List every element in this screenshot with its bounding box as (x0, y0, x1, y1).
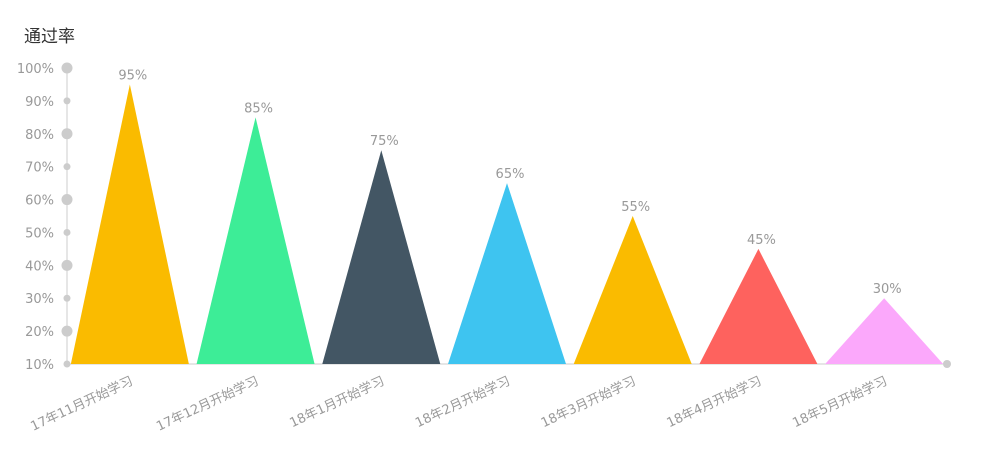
y-tick-dot (63, 163, 71, 171)
y-tick-label: 90% (25, 95, 54, 110)
y-tick-dot (63, 294, 71, 302)
x-tick-label: 18年4月开始学习 (664, 373, 764, 431)
data-label: 75% (370, 134, 399, 149)
triangle-bar (573, 216, 692, 364)
data-label: 65% (496, 167, 525, 182)
data-label: 95% (118, 68, 147, 83)
y-tick-label: 60% (25, 194, 54, 209)
y-tick-label: 20% (25, 325, 54, 340)
chart-title: 通过率 (24, 27, 75, 47)
y-tick-label: 30% (25, 292, 54, 307)
y-tick-label: 80% (25, 128, 54, 143)
triangle-bar (322, 150, 441, 364)
x-tick-label: 18年2月开始学习 (413, 373, 513, 431)
triangle-bar (196, 117, 315, 364)
x-tick-label: 17年12月开始学习 (154, 373, 261, 434)
triangle-bar (70, 84, 189, 364)
y-tick-dot (63, 228, 71, 236)
y-tick-dot (63, 97, 71, 105)
triangle-bar (699, 248, 818, 364)
y-tick-dot (61, 325, 73, 337)
chart-marks (70, 84, 944, 364)
y-tick-label: 70% (25, 161, 54, 176)
x-tick-label: 17年11月开始学习 (28, 373, 135, 434)
y-tick-dot (61, 62, 73, 74)
triangle-bar (825, 298, 944, 364)
x-tick-label: 18年3月开始学习 (538, 373, 638, 431)
y-tick-label: 40% (25, 259, 54, 274)
x-tick-label: 18年1月开始学习 (287, 373, 387, 431)
x-tick-label: 18年5月开始学习 (790, 373, 890, 431)
y-axis: 10% 20% 30% 40% 50% 60% 70% 80% 90% 100% (17, 62, 73, 373)
y-tick-dot (61, 259, 73, 271)
y-tick-label: 100% (17, 62, 54, 77)
data-label: 30% (873, 282, 902, 297)
y-tick-label: 10% (25, 358, 54, 373)
y-tick-dot (61, 194, 73, 206)
y-tick-dot (61, 128, 73, 140)
data-label: 45% (747, 233, 776, 248)
x-axis-end-dot (943, 360, 951, 368)
triangle-bar (448, 183, 566, 364)
y-tick-label: 50% (25, 226, 54, 241)
data-label: 85% (244, 101, 273, 116)
data-label: 55% (621, 200, 650, 215)
